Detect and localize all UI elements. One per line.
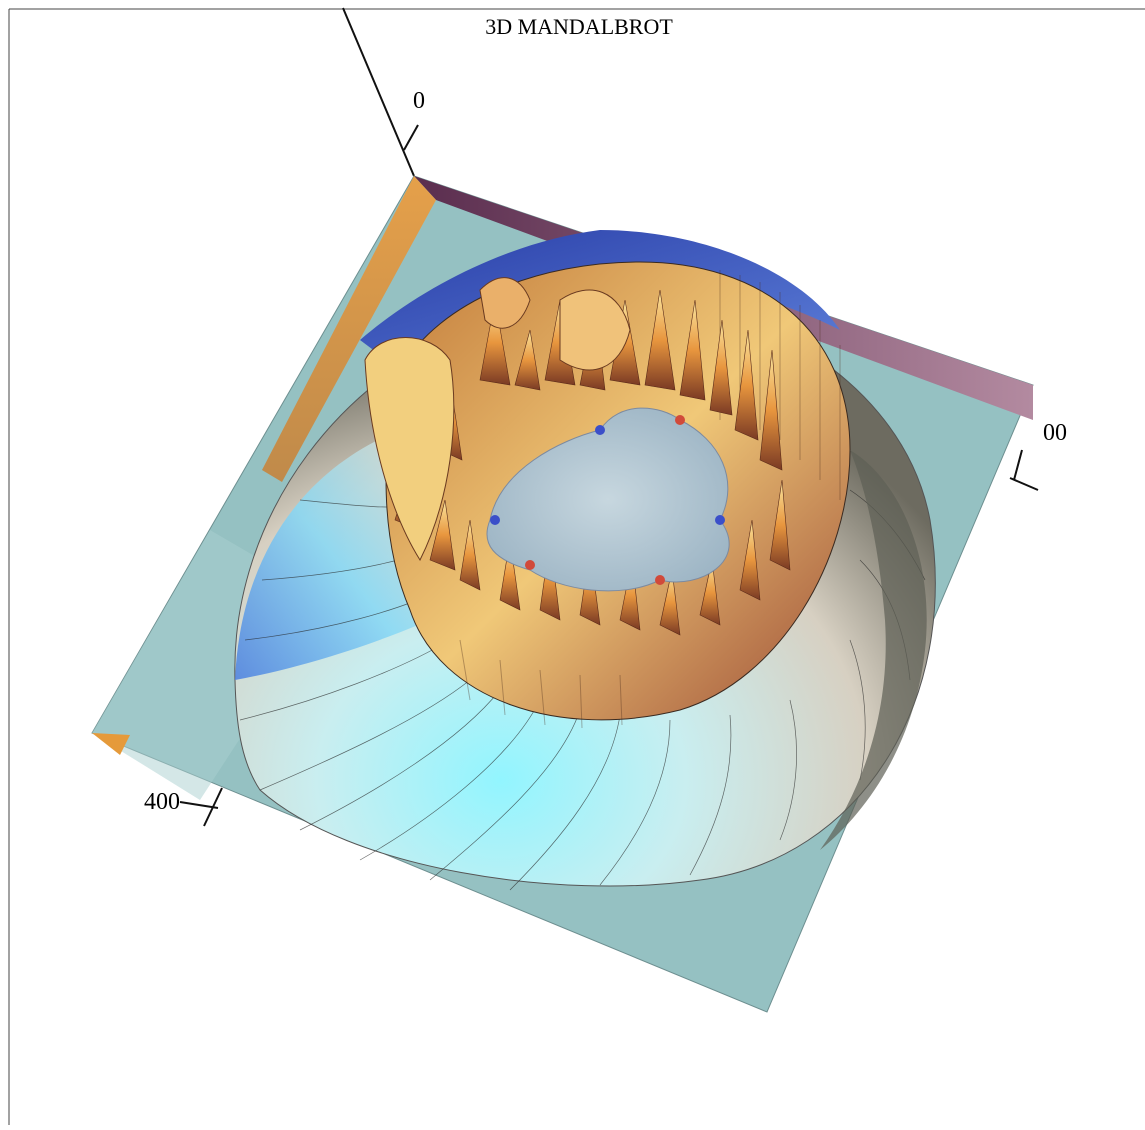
top-left-petal [479,277,531,329]
vertical-axis-line [342,7,415,177]
left-petal [364,337,455,562]
ring-contours [239,489,926,891]
left-axis-tick-label: 400 [144,789,180,815]
back-wall-left [262,176,436,482]
top-petal [559,289,631,371]
left-lobe [235,430,430,680]
right-axis-tick-stem [1013,449,1023,481]
inner-back-band [360,230,840,370]
vertical-axis-tick [403,124,419,151]
left-axis-tick-stem [203,787,223,827]
left-axis-tick [179,801,219,809]
corner-wedge [92,733,130,755]
right-axis-tick-label: 00 [1043,420,1067,446]
ring-right-shadow [820,450,927,850]
core-rim-dots [490,415,725,585]
vertical-axis-tick-label: 0 [413,88,425,114]
chart-title: 3D MANDALBROT [485,14,673,39]
